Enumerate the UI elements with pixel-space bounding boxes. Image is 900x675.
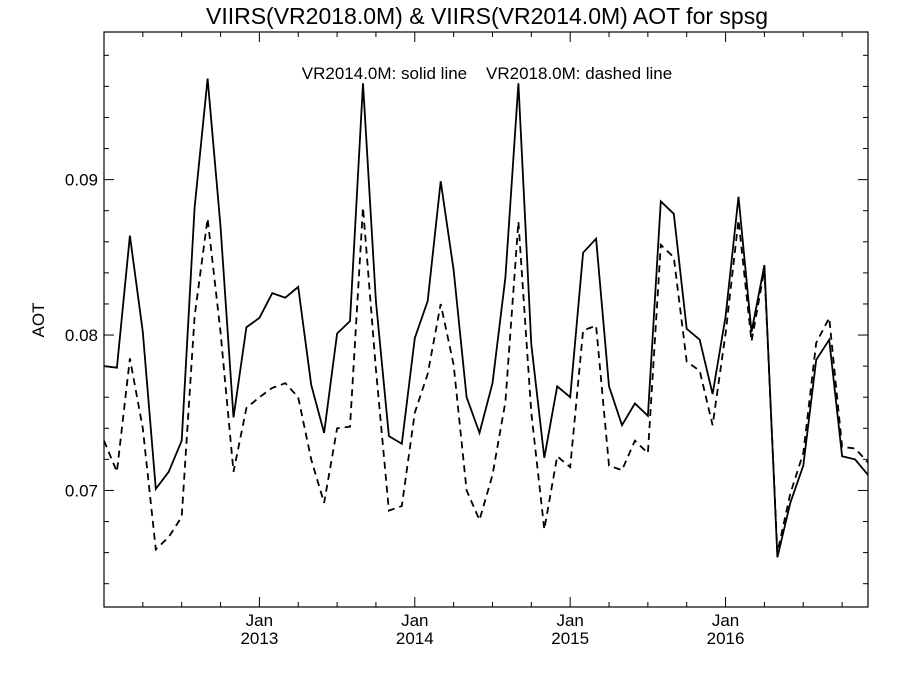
series-line-vr2018-0m <box>103 207 869 553</box>
x-tick-label-month: Jan <box>401 611 428 630</box>
x-tick-label-month: Jan <box>246 611 273 630</box>
y-axis-label: AOT <box>29 303 48 338</box>
chart-title: VIIRS(VR2018.0M) & VIIRS(VR2014.0M) AOT … <box>206 3 768 29</box>
y-tick-label: 0.07 <box>65 481 98 500</box>
data-series <box>103 78 869 558</box>
x-tick-label-year: 2016 <box>707 629 745 648</box>
axis-ticks <box>104 32 868 607</box>
series-legend-note: VR2014.0M: solid line VR2018.0M: dashed … <box>302 64 672 83</box>
x-tick-label-month: Jan <box>712 611 739 630</box>
series-line-vr2014-0m <box>103 78 869 558</box>
plot-frame <box>103 31 869 608</box>
x-tick-label-year: 2013 <box>240 629 278 648</box>
x-tick-label-year: 2014 <box>396 629 434 648</box>
x-tick-label-year: 2015 <box>551 629 589 648</box>
y-tick-label: 0.08 <box>65 326 98 345</box>
y-tick-label: 0.09 <box>65 171 98 190</box>
x-tick-label-month: Jan <box>556 611 583 630</box>
